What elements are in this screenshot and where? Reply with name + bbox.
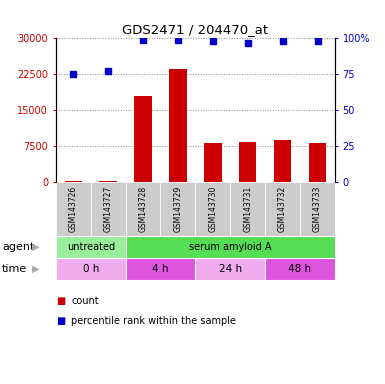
Text: percentile rank within the sample: percentile rank within the sample [71, 316, 236, 326]
Text: GSM143733: GSM143733 [313, 186, 322, 232]
Bar [195, 258, 265, 280]
Text: GSM143729: GSM143729 [173, 186, 182, 232]
Text: ▶: ▶ [32, 242, 39, 252]
Text: GSM143732: GSM143732 [278, 186, 287, 232]
Text: 4 h: 4 h [152, 264, 169, 274]
Bar [239, 142, 256, 182]
Text: GSM143728: GSM143728 [139, 186, 147, 232]
Text: agent: agent [2, 242, 34, 252]
Bar [230, 182, 265, 236]
Text: GSM143726: GSM143726 [69, 186, 78, 232]
Bar [56, 182, 91, 236]
Text: untreated: untreated [67, 242, 115, 252]
Text: serum amyloid A: serum amyloid A [189, 242, 271, 252]
Text: time: time [2, 264, 27, 274]
Text: GSM143730: GSM143730 [208, 186, 218, 232]
Text: 0 h: 0 h [82, 264, 99, 274]
Bar [126, 182, 161, 236]
Bar [265, 258, 335, 280]
Bar [134, 96, 152, 182]
Bar [99, 181, 117, 182]
Text: GSM143727: GSM143727 [104, 186, 113, 232]
Bar [204, 144, 221, 182]
Text: 24 h: 24 h [219, 264, 242, 274]
Bar [56, 236, 126, 258]
Bar [56, 258, 126, 280]
Bar [126, 258, 195, 280]
Bar [126, 236, 335, 258]
Text: count: count [71, 296, 99, 306]
Text: ▶: ▶ [32, 264, 39, 274]
Bar [169, 70, 187, 182]
Text: ■: ■ [56, 316, 65, 326]
Bar [65, 181, 82, 182]
Bar [309, 143, 326, 182]
Bar [195, 182, 230, 236]
Title: GDS2471 / 204470_at: GDS2471 / 204470_at [122, 23, 268, 36]
Text: GSM143731: GSM143731 [243, 186, 252, 232]
Bar [161, 182, 195, 236]
Bar [265, 182, 300, 236]
Text: ■: ■ [56, 296, 65, 306]
Bar [274, 140, 291, 182]
Bar [300, 182, 335, 236]
Bar [91, 182, 126, 236]
Text: 48 h: 48 h [288, 264, 311, 274]
